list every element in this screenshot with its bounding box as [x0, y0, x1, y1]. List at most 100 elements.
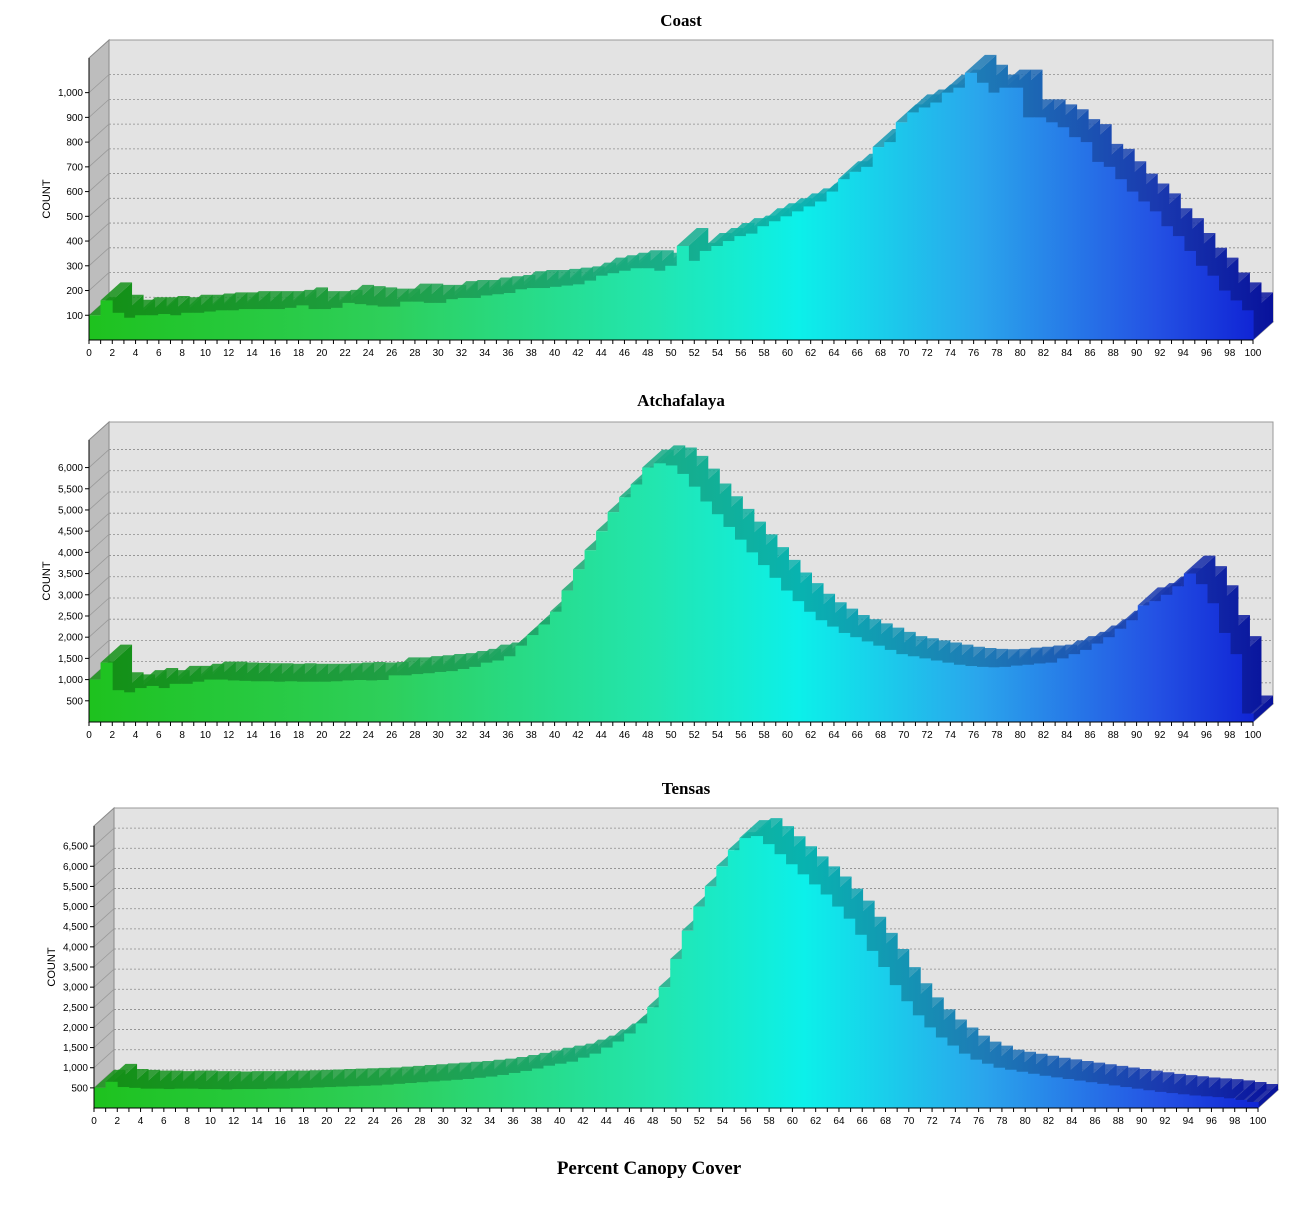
- x-tick-label: 0: [91, 1116, 97, 1127]
- bar-top: [400, 283, 432, 302]
- x-tick-label: 38: [526, 348, 538, 359]
- bar: [1172, 236, 1185, 340]
- bar: [969, 1059, 983, 1108]
- bar: [1241, 713, 1254, 722]
- bar: [635, 1023, 648, 1108]
- y-tick-label: 2,500: [58, 611, 83, 622]
- x-tick-label: 4: [138, 1116, 144, 1127]
- bar: [785, 864, 798, 1108]
- bar-top: [135, 670, 167, 689]
- bar-top: [416, 1064, 449, 1083]
- bar: [520, 1070, 533, 1108]
- bar: [1149, 601, 1162, 722]
- bar-top: [227, 662, 259, 681]
- bar: [653, 463, 666, 722]
- bar-top: [446, 281, 478, 300]
- bar-top: [1229, 282, 1262, 301]
- bar: [503, 293, 517, 340]
- bar-top: [964, 648, 997, 667]
- bar-top: [1183, 555, 1216, 574]
- x-tick-label: 42: [572, 730, 584, 741]
- bar: [976, 666, 989, 722]
- bar: [457, 297, 470, 340]
- bar: [250, 309, 263, 340]
- bar: [123, 692, 136, 722]
- bar: [665, 265, 678, 340]
- x-tick-label: 12: [223, 348, 235, 359]
- bar: [250, 681, 263, 722]
- bar-top: [884, 631, 916, 650]
- bar: [538, 288, 551, 340]
- bar: [209, 1089, 222, 1108]
- bar: [780, 216, 793, 340]
- tensas-chart: Tensas5001,0001,5002,0002,5003,0003,5004…: [46, 779, 1280, 1127]
- x-tick-label: 54: [717, 1116, 729, 1127]
- bar: [780, 590, 793, 722]
- bar: [1177, 1094, 1190, 1108]
- gridline-side: [88, 640, 110, 659]
- bar: [1142, 1090, 1155, 1108]
- bar-top: [1103, 148, 1135, 167]
- x-tick-label: 0: [86, 730, 92, 741]
- bar-top: [220, 1071, 253, 1090]
- bar: [232, 1089, 245, 1108]
- bar: [1045, 662, 1058, 722]
- bar: [227, 310, 240, 340]
- bar-top: [1142, 1072, 1175, 1091]
- bar-top: [1050, 1059, 1083, 1078]
- bar-top: [451, 1061, 483, 1080]
- x-tick-label: 92: [1159, 1116, 1171, 1127]
- bar: [462, 1078, 475, 1108]
- bar: [238, 680, 251, 722]
- x-tick-label: 64: [833, 1116, 845, 1127]
- bar-top: [204, 661, 236, 680]
- bar: [163, 1089, 176, 1108]
- bar: [872, 645, 885, 722]
- x-tick-label: 18: [293, 348, 305, 359]
- bar-top: [365, 662, 398, 681]
- bar: [561, 285, 574, 340]
- bar-top: [354, 286, 386, 305]
- bar-top: [1119, 1069, 1152, 1088]
- gridline-side: [88, 534, 110, 553]
- bar: [1010, 87, 1024, 341]
- bar-top: [895, 636, 928, 655]
- gridline-side: [93, 847, 115, 867]
- x-tick-label: 28: [409, 348, 421, 359]
- bar: [681, 930, 694, 1108]
- x-tick-label: 46: [619, 730, 631, 741]
- x-tick-label: 70: [903, 1116, 915, 1127]
- bar: [866, 950, 879, 1108]
- bar: [354, 680, 367, 722]
- x-tick-label: 16: [275, 1116, 287, 1127]
- atchafalaya-chart: Atchafalaya5001,0001,5002,0002,5003,0003…: [41, 391, 1275, 741]
- bar: [123, 317, 136, 340]
- bar: [1119, 1087, 1132, 1108]
- bar: [342, 302, 355, 340]
- bar-top: [382, 1066, 414, 1085]
- bar-top: [146, 297, 179, 316]
- bar-top: [1165, 1075, 1198, 1094]
- x-tick-label: 56: [735, 348, 747, 359]
- bar: [146, 685, 159, 722]
- x-tick-label: 86: [1089, 1116, 1101, 1127]
- x-tick-label: 68: [880, 1116, 892, 1127]
- bar: [953, 87, 966, 341]
- bar: [797, 874, 810, 1108]
- bar-top: [1241, 292, 1273, 311]
- bar: [1206, 603, 1220, 722]
- bar-side: [1253, 695, 1273, 722]
- x-tick-label: 82: [1043, 1116, 1055, 1127]
- bar: [808, 884, 821, 1108]
- bar: [307, 309, 321, 340]
- x-tick-label: 80: [1015, 348, 1027, 359]
- x-tick-label: 44: [601, 1116, 613, 1127]
- bar: [1080, 142, 1093, 340]
- bar-top: [734, 521, 766, 540]
- bar: [1195, 584, 1208, 722]
- bar: [342, 680, 355, 722]
- bar: [128, 1087, 141, 1108]
- bar: [1068, 654, 1081, 722]
- bar-top: [941, 644, 974, 663]
- bar-top: [135, 297, 167, 316]
